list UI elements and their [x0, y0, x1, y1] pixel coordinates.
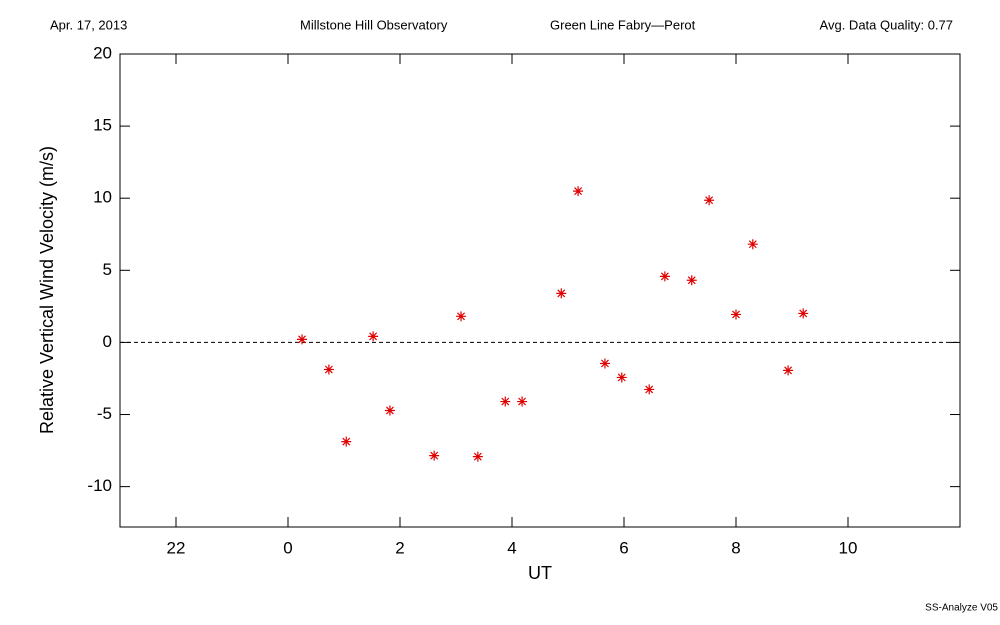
y-tick-label: 15	[93, 116, 112, 135]
y-tick-label: -10	[87, 476, 112, 495]
x-tick-label: 8	[731, 538, 740, 557]
plot-frame	[119, 53, 961, 528]
data-point	[500, 396, 511, 407]
x-tick-label: 4	[507, 538, 516, 557]
data-point	[297, 334, 307, 345]
y-axis-label: Relative Vertical Wind Velocity (m/s)	[37, 146, 57, 434]
x-tick-label: 10	[839, 538, 858, 557]
x-tick-label: 6	[619, 538, 628, 557]
data-point	[686, 275, 697, 286]
y-tick-label: -5	[97, 404, 112, 423]
y-tick-label: 10	[93, 188, 112, 207]
header-date: Apr. 17, 2013	[50, 17, 127, 32]
data-point	[384, 405, 395, 416]
x-tick-label: 22	[167, 538, 186, 557]
header-quality: Avg. Data Quality: 0.77	[820, 17, 953, 32]
y-tick-label: 0	[103, 332, 112, 351]
data-point	[704, 195, 715, 206]
data-point	[731, 309, 741, 320]
data-point	[368, 331, 379, 342]
data-point	[341, 436, 352, 447]
data-point	[517, 396, 528, 407]
header-instrument: Green Line Fabry—Perot	[550, 17, 696, 32]
x-tick-label: 0	[283, 538, 292, 557]
y-tick-label: 5	[103, 260, 112, 279]
data-point	[798, 308, 809, 319]
data-point	[599, 358, 610, 369]
data-point	[323, 364, 334, 375]
y-tick-label: 20	[93, 43, 112, 62]
data-point	[456, 311, 467, 322]
data-point	[573, 186, 584, 197]
data-point	[644, 384, 655, 395]
data-point	[429, 450, 440, 461]
data-point	[659, 271, 670, 282]
data-point	[783, 365, 794, 376]
header-observatory: Millstone Hill Observatory	[300, 17, 448, 32]
footer: SS-Analyze V05	[925, 603, 998, 614]
data-point	[556, 288, 567, 299]
data-point	[747, 239, 758, 250]
data-point	[616, 372, 627, 383]
data-point	[472, 451, 483, 462]
x-axis-label: UT	[528, 563, 552, 583]
x-tick-label: 2	[395, 538, 404, 557]
